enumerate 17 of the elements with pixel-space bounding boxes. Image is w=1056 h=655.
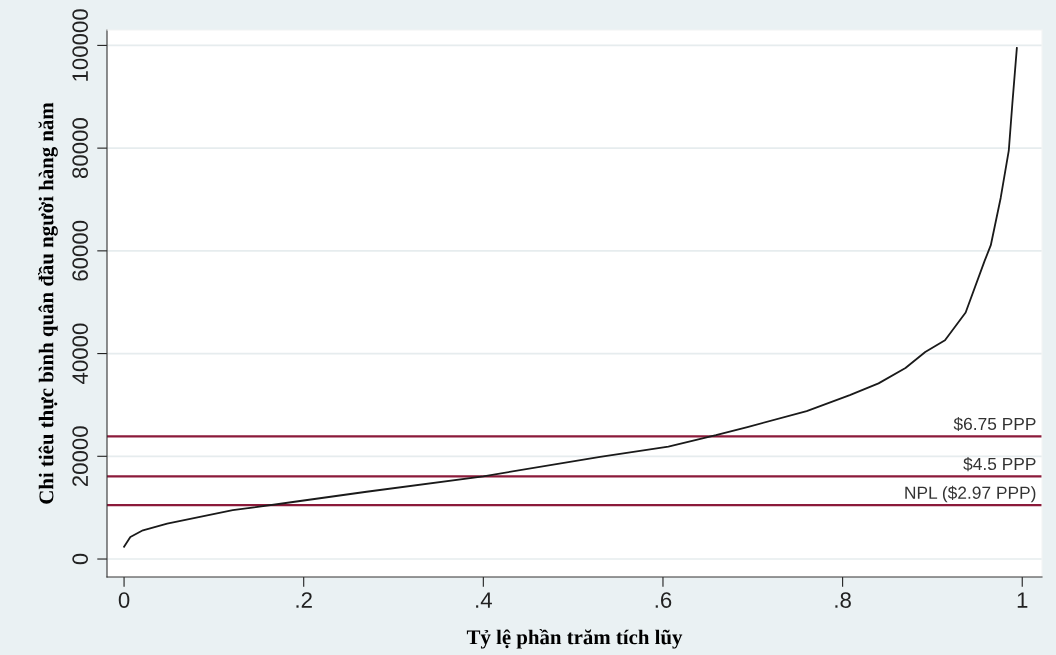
y-tick-label: 40000 [72, 323, 89, 384]
x-tick-label: .6 [655, 592, 672, 608]
x-axis-title: Tỷ lệ phần trăm tích lũy [466, 628, 683, 649]
y-tick-label: 20000 [72, 426, 89, 487]
ref-line-label: $4.5 PPP [963, 457, 1036, 472]
y-tick-label: 60000 [72, 220, 89, 281]
y-tick-label: 0 [72, 553, 89, 565]
x-tick-label: .2 [296, 592, 312, 608]
ref-line-label: $6.75 PPP [953, 417, 1036, 432]
x-tick-label: .4 [476, 592, 492, 608]
ref-line-label: NPL ($2.97 PPP) [905, 485, 1036, 503]
x-tick-label: .8 [835, 592, 851, 608]
x-tick-label: 0 [118, 592, 130, 608]
y-tick-label: 100000 [72, 9, 89, 81]
y-axis-title: Chi tiêu thực bình quân đầu người hàng năm [38, 102, 58, 504]
y-tick-label: 80000 [72, 118, 89, 179]
x-tick-label: 1 [1017, 592, 1028, 608]
